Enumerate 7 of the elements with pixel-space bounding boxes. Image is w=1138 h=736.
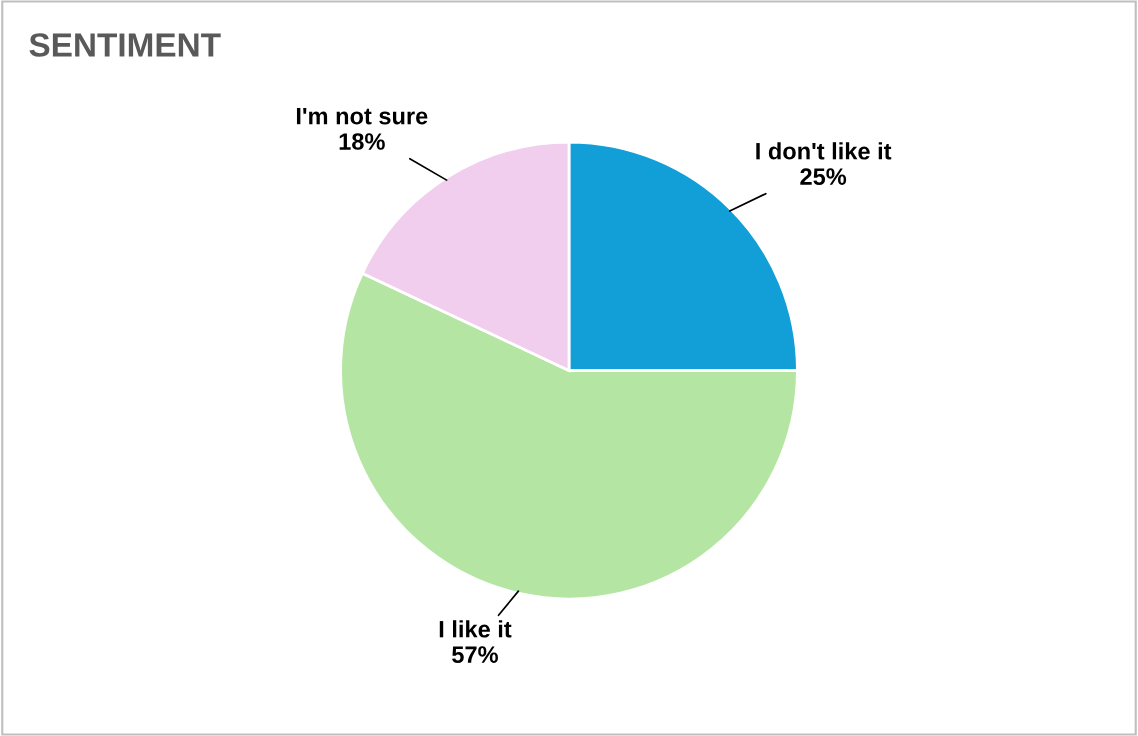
data-label: 18% [339,133,385,150]
slice-label: I don't like it [756,142,892,160]
slice-label: I like it [439,620,512,638]
data-label: 57% [452,646,498,663]
slice-label: I'm not sure [296,107,428,125]
chart-title: SENTIMENT [29,33,221,57]
data-label: 25% [800,168,847,185]
